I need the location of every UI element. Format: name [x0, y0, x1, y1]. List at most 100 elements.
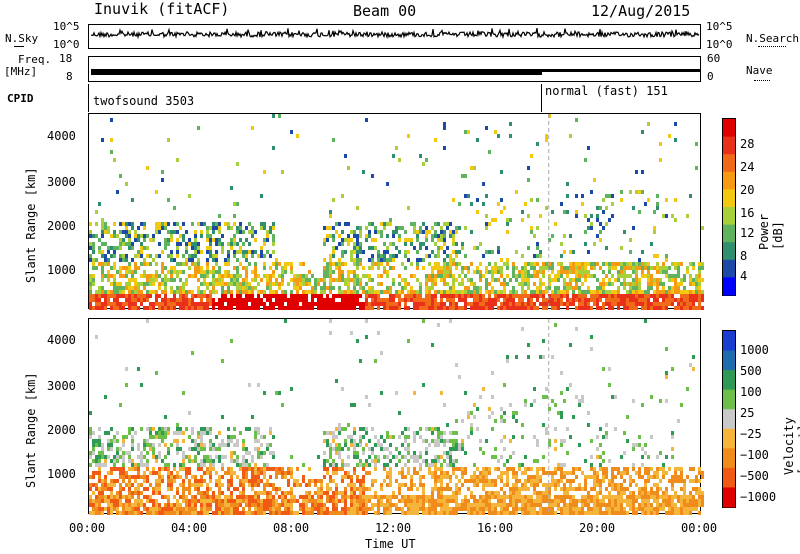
velocity-cell [470, 479, 473, 483]
velocity-cell [143, 443, 146, 447]
velocity-cell [263, 463, 266, 467]
velocity-cell [662, 471, 665, 475]
power-cell [206, 230, 209, 234]
power-cell [620, 274, 623, 278]
power-cell [422, 258, 425, 262]
power-cell [245, 306, 248, 310]
power-cell [362, 170, 365, 174]
velocity-cell [371, 483, 374, 487]
power-cell [683, 298, 686, 302]
power-cell [584, 278, 587, 282]
velocity-cell [605, 495, 608, 499]
velocity-cell [98, 507, 101, 511]
power-cell [395, 246, 398, 250]
velocity-cell [629, 507, 632, 511]
velocity-cell [476, 427, 479, 431]
power-cell [611, 214, 614, 218]
velocity-cell [449, 495, 452, 499]
velocity-cell [467, 415, 470, 419]
velocity-cell [392, 495, 395, 499]
velocity-cell [500, 475, 503, 479]
velocity-cell [683, 487, 686, 491]
velocity-cell [524, 399, 527, 403]
velocity-cell [674, 495, 677, 499]
power-cell [530, 306, 533, 310]
velocity-cell [104, 507, 107, 511]
velocity-cell [602, 467, 605, 471]
velocity-cell [401, 495, 404, 499]
power-cell [353, 290, 356, 294]
nsky-label: N.Sky [5, 32, 39, 45]
velocity-cell [242, 443, 245, 447]
power-cell [200, 274, 203, 278]
velocity-cell [563, 495, 566, 499]
power-cell [194, 270, 197, 274]
velocity-cell [197, 499, 200, 503]
velocity-cell [602, 503, 605, 507]
power-cell [98, 298, 101, 302]
power-cell [593, 294, 596, 298]
velocity-cell [548, 503, 551, 507]
velocity-cell [203, 455, 206, 459]
power-cell [275, 282, 278, 286]
velocity-cell [644, 491, 647, 495]
power-cell [587, 146, 590, 150]
velocity-cell [254, 491, 257, 495]
velocity-cell [431, 495, 434, 499]
power-cell [263, 238, 266, 242]
velocity-cell [188, 503, 191, 507]
power-cell [521, 290, 524, 294]
velocity-cell [440, 483, 443, 487]
velocity-cell [665, 375, 668, 379]
power-cell [296, 274, 299, 278]
power-cell [89, 282, 92, 286]
velocity-cell [272, 483, 275, 487]
velocity-cell [350, 475, 353, 479]
power-cell [617, 270, 620, 274]
velocity-cell [212, 463, 215, 467]
power-cell [473, 282, 476, 286]
velocity-cell [569, 503, 572, 507]
power-cell [251, 230, 254, 234]
power-cell [605, 290, 608, 294]
power-cell [140, 262, 143, 266]
velocity-cell [545, 387, 548, 391]
power-cell [185, 242, 188, 246]
power-cell [596, 262, 599, 266]
velocity-cell [149, 447, 152, 451]
velocity-cell [218, 499, 221, 503]
velocity-cell [455, 483, 458, 487]
velocity-cell [677, 507, 680, 511]
power-cell [140, 254, 143, 258]
velocity-cell [128, 459, 131, 463]
power-cell [128, 234, 131, 238]
velocity-cell [506, 475, 509, 479]
power-cell [332, 294, 335, 298]
power-cell [224, 290, 227, 294]
velocity-cell [92, 443, 95, 447]
velocity-cell [179, 427, 182, 431]
velocity-cell [197, 431, 200, 435]
power-cell [98, 306, 101, 310]
velocity-cell [275, 471, 278, 475]
velocity-cell [593, 479, 596, 483]
power-cell [443, 266, 446, 270]
power-cell [119, 242, 122, 246]
power-cell [632, 226, 635, 230]
power-cell [584, 214, 587, 218]
power-cell [116, 234, 119, 238]
power-cell [131, 278, 134, 282]
power-cell [428, 286, 431, 290]
velocity-cell [194, 455, 197, 459]
velocity-cell [497, 503, 500, 507]
velocity-cell [509, 487, 512, 491]
power-cell [593, 242, 596, 246]
power-cell [635, 294, 638, 298]
velocity-cell [287, 491, 290, 495]
power-cell [182, 270, 185, 274]
velocity-cell [281, 503, 284, 507]
power-cell [551, 290, 554, 294]
velocity-cell [440, 499, 443, 503]
velocity-cell [110, 467, 113, 471]
power-cell [263, 242, 266, 246]
